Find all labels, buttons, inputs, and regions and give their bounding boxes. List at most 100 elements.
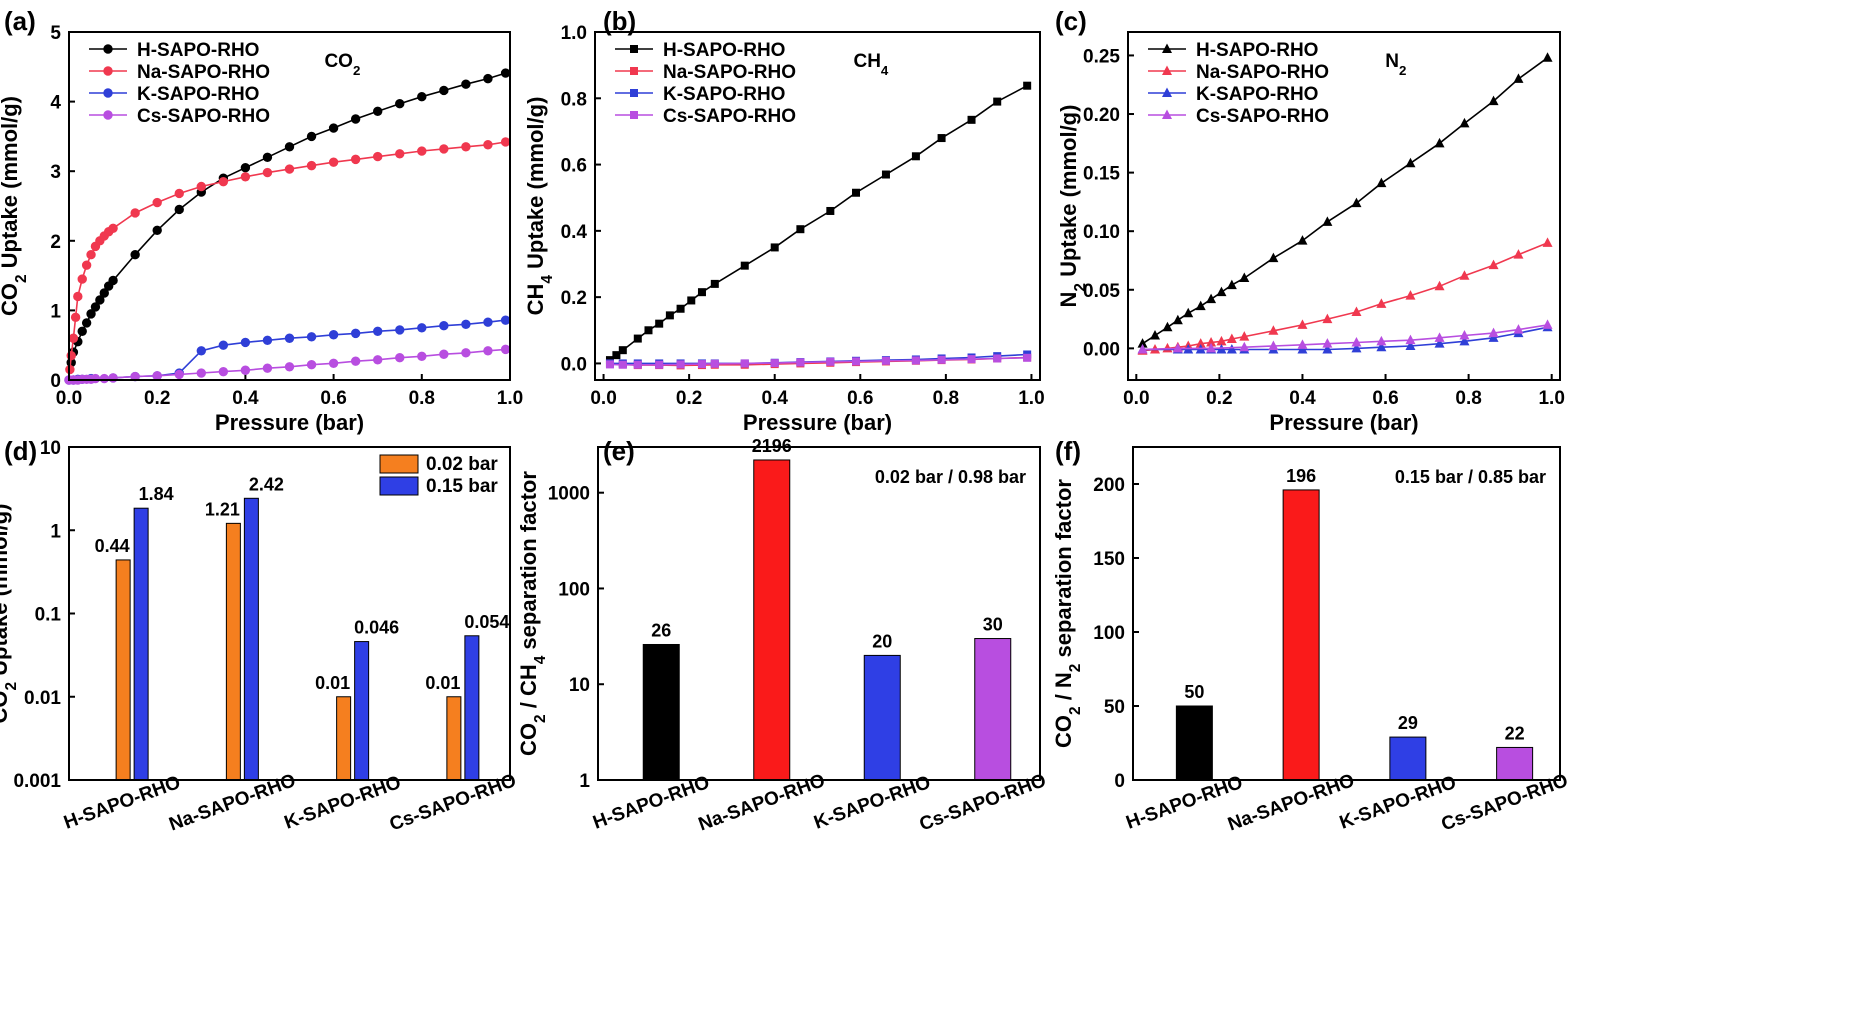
data-point bbox=[655, 360, 664, 369]
data-point bbox=[1405, 334, 1416, 345]
data-point bbox=[99, 288, 109, 298]
chart-title: CH4 bbox=[853, 51, 888, 78]
y-tick-label: 200 bbox=[1093, 475, 1125, 496]
y-tick-label: 10 bbox=[40, 438, 61, 459]
data-point bbox=[1434, 332, 1445, 342]
bar bbox=[863, 654, 901, 781]
data-point bbox=[81, 318, 92, 328]
data-point bbox=[306, 160, 317, 171]
series-line-Na-SAPO-RHO bbox=[1142, 242, 1548, 352]
data-point bbox=[461, 142, 471, 152]
data-point bbox=[240, 172, 251, 182]
data-point bbox=[439, 349, 449, 359]
data-point bbox=[152, 197, 162, 208]
data-point bbox=[350, 154, 361, 165]
data-point bbox=[1226, 333, 1237, 343]
x-tick-label: 1.0 bbox=[497, 388, 523, 409]
data-point bbox=[1405, 290, 1416, 300]
data-point bbox=[461, 319, 471, 330]
x-tick-label: 0.0 bbox=[1123, 388, 1149, 409]
bar-value-label: 0.01 bbox=[315, 673, 350, 693]
data-point bbox=[373, 355, 383, 365]
data-point bbox=[483, 140, 493, 150]
data-point bbox=[1376, 341, 1387, 352]
y-axis-title: CO2 / CH4 separation factor bbox=[516, 471, 549, 756]
data-point bbox=[1023, 81, 1032, 90]
panel-2: 0.0 0.2 0.4 0.6 0.8 1.0 0.00 0.05 0.10 0.15 0.20 0.… bbox=[1055, 6, 1565, 435]
bar-value-label: 2196 bbox=[752, 436, 792, 456]
data-point bbox=[1239, 331, 1250, 341]
data-point bbox=[461, 79, 471, 89]
data-point bbox=[1459, 117, 1470, 128]
legend-label: Cs-SAPO-RHO bbox=[663, 106, 796, 127]
data-point bbox=[1351, 337, 1362, 347]
data-point bbox=[152, 225, 162, 236]
y-tick-label: 0 bbox=[50, 371, 61, 392]
panel-4-axes-frame bbox=[597, 446, 1041, 781]
x-category-label: H-SAPO-RHO bbox=[590, 772, 712, 834]
y-tick-label: 1 bbox=[579, 771, 590, 792]
data-point bbox=[710, 359, 719, 368]
y-tick-label: 0.1 bbox=[35, 605, 62, 626]
data-point bbox=[500, 68, 511, 78]
y-tick-label: 0.001 bbox=[13, 771, 61, 792]
data-point bbox=[1268, 325, 1279, 335]
data-point bbox=[770, 243, 779, 252]
x-tick-label: 0.4 bbox=[1289, 388, 1316, 409]
data-point bbox=[633, 360, 642, 369]
data-point bbox=[1434, 338, 1445, 348]
data-point bbox=[1268, 252, 1279, 263]
data-point bbox=[1137, 338, 1148, 348]
data-point bbox=[395, 98, 405, 109]
y-tick-label: 0.00 bbox=[1083, 339, 1120, 360]
data-point bbox=[1351, 342, 1362, 353]
data-point bbox=[328, 157, 339, 167]
bar bbox=[243, 497, 259, 781]
y-axis-title: CH4 Uptake (mmol/g) bbox=[523, 97, 556, 316]
data-point bbox=[911, 356, 920, 365]
bar-value-label: 1.21 bbox=[205, 499, 240, 519]
data-point bbox=[655, 319, 664, 328]
y-tick-label: 0.4 bbox=[561, 222, 588, 243]
data-point bbox=[1172, 342, 1183, 353]
data-point bbox=[218, 366, 229, 377]
x-tick-label: 1.0 bbox=[1538, 388, 1564, 409]
x-axis-title: Pressure (bar) bbox=[215, 410, 364, 435]
data-point bbox=[284, 164, 295, 174]
x-tick-label: 0.4 bbox=[232, 388, 259, 409]
panel-5-axes-frame bbox=[1132, 446, 1561, 781]
data-point bbox=[417, 146, 427, 156]
bar-value-label: 0.01 bbox=[425, 673, 460, 693]
data-point bbox=[1322, 313, 1333, 324]
y-tick-label: 0.8 bbox=[561, 89, 587, 110]
data-point bbox=[1172, 314, 1183, 325]
condition-annotation: 0.15 bar / 0.85 bar bbox=[1395, 467, 1546, 487]
data-point bbox=[852, 357, 861, 366]
data-point bbox=[108, 275, 118, 286]
legend-marker bbox=[1162, 109, 1172, 119]
bar-value-label: 20 bbox=[872, 631, 892, 651]
data-point bbox=[395, 325, 405, 335]
data-point bbox=[328, 123, 339, 133]
data-point bbox=[1297, 235, 1308, 245]
legend-marker bbox=[103, 66, 113, 76]
data-point bbox=[373, 106, 383, 117]
data-point bbox=[73, 291, 83, 302]
data-point bbox=[240, 337, 251, 348]
data-point bbox=[967, 115, 976, 124]
series-line-H-SAPO-RHO bbox=[609, 84, 1028, 361]
data-point bbox=[1239, 272, 1250, 283]
data-point bbox=[306, 359, 317, 370]
legend-label: H-SAPO-RHO bbox=[137, 40, 259, 61]
x-tick-label: 0.2 bbox=[144, 388, 170, 409]
legend-label: K-SAPO-RHO bbox=[663, 84, 785, 105]
x-tick-label: 0.6 bbox=[1372, 388, 1398, 409]
data-point bbox=[500, 315, 511, 325]
y-tick-label: 1 bbox=[50, 521, 61, 542]
y-axis-title: CO2 Uptake (mmol/g) bbox=[0, 503, 20, 723]
panel-2-axes-frame bbox=[1127, 31, 1561, 381]
bar bbox=[1175, 705, 1213, 781]
data-point bbox=[1459, 329, 1470, 340]
bar-value-label: 2.42 bbox=[249, 474, 284, 494]
data-point bbox=[1297, 319, 1308, 329]
